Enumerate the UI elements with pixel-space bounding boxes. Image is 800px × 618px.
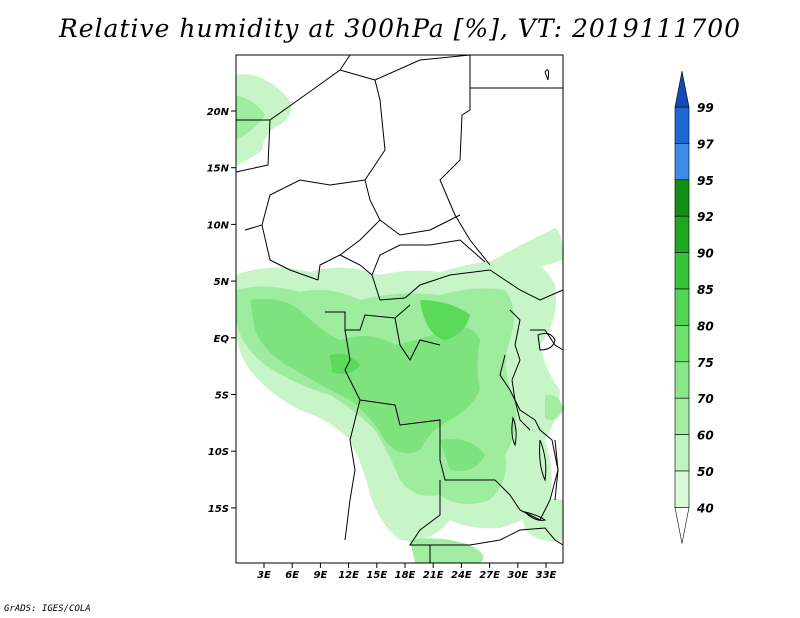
colorbar-bin <box>674 179 690 217</box>
lake-outlines <box>511 69 556 521</box>
colorbar-label: 50 <box>697 465 714 479</box>
lon-label: 12E <box>338 570 359 581</box>
colorbar-bin <box>674 143 690 181</box>
lon-label: 18E <box>395 570 416 581</box>
map-frame <box>235 54 564 564</box>
lon-label: 6E <box>285 570 299 581</box>
colorbar-bin <box>674 215 690 253</box>
colorbar-bin <box>674 106 690 144</box>
lon-label: 9E <box>314 570 328 581</box>
colorbar-bin <box>674 252 690 290</box>
lon-label: 15E <box>366 570 387 581</box>
colorbar-label: 80 <box>697 319 714 333</box>
lat-label: 5N <box>214 277 230 288</box>
lat-label: 15S <box>208 504 229 515</box>
colorbar-label: 70 <box>697 392 714 406</box>
colorbar-label: 99 <box>697 101 714 115</box>
colorbar-label: 92 <box>697 210 714 224</box>
colorbar-label: 75 <box>697 356 714 370</box>
country-borders <box>235 54 564 563</box>
lat-label: 10S <box>208 447 229 458</box>
grads-credit: GrADS: IGES/COLA <box>4 604 91 614</box>
colorbar-bin <box>674 361 690 399</box>
colorbar-bin <box>674 325 690 363</box>
lon-label: 27E <box>479 570 500 581</box>
colorbar-bin <box>674 434 690 472</box>
lat-label: 10N <box>207 220 230 231</box>
chart-title: Relative humidity at 300hPa [%], VT: 201… <box>58 14 742 43</box>
latitude-labels: 20N 15N 10N 5N EQ 5S 10S 15S <box>207 107 236 515</box>
colorbar-bin <box>674 470 690 508</box>
lat-label: EQ <box>214 334 230 345</box>
colorbar-label: 85 <box>697 283 714 297</box>
lon-label: 21E <box>423 570 444 581</box>
colorbar-top-triangle <box>674 70 690 108</box>
colorbar-label: 95 <box>697 174 714 188</box>
colorbar-bottom-triangle <box>674 507 690 544</box>
colorbar-label: 97 <box>697 137 714 151</box>
humidity-shading <box>236 74 563 563</box>
lon-label: 30E <box>507 570 528 581</box>
lon-label: 33E <box>536 570 557 581</box>
lon-label: 3E <box>257 570 271 581</box>
colorbar-label: 40 <box>696 501 714 515</box>
lat-label: 20N <box>207 107 230 118</box>
colorbar-label: 60 <box>697 429 714 443</box>
colorbar-bin <box>674 288 690 326</box>
longitude-labels: 3E 6E 9E 12E 15E 18E 21E 24E 27E 30E 33E <box>257 563 557 581</box>
colorbar: 99 97 95 92 90 85 80 75 70 60 50 40 <box>674 70 714 544</box>
lat-label: 5S <box>215 391 229 402</box>
lon-label: 24E <box>451 570 472 581</box>
lat-label: 15N <box>207 164 230 175</box>
colorbar-bin <box>674 397 690 435</box>
colorbar-label: 90 <box>697 247 714 261</box>
